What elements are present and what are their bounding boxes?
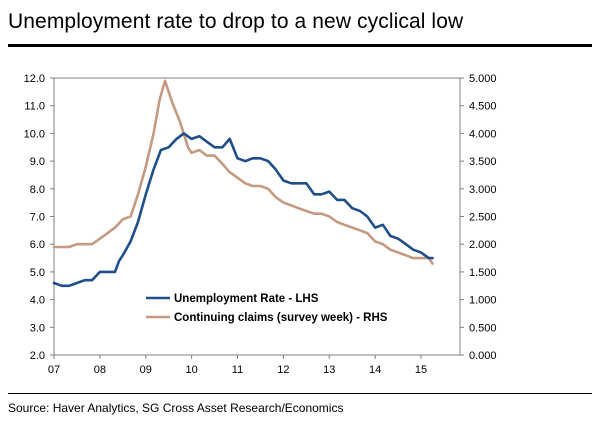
left-tick-label: 9.0 [30,156,45,168]
title-rule [8,44,592,47]
source-rule [8,393,592,394]
x-axis: 07 08 09 10 11 12 13 14 15 [48,355,427,376]
series-line-unemployment-rate [52,132,434,288]
right-tick-label: 1.000 [469,295,497,307]
series-layer [52,79,434,288]
x-tick-label: 15 [415,364,427,376]
right-tick-label: 1.500 [469,267,497,279]
right-axis: 0.000 0.500 1.000 1.500 2.000 2.500 3.000 3.500… [460,73,497,362]
right-tick-label: 0.000 [469,350,497,362]
left-tick-label: 12.0 [24,73,45,85]
chart-title: Unemployment rate to drop to a new cycli… [8,10,464,33]
right-tick-label: 5.000 [469,73,497,85]
left-tick-label: 4.0 [30,295,45,307]
series-line-continuing-claims [52,79,434,265]
legend-label: Continuing claims (survey week) - RHS [174,312,388,324]
left-axis: 2.0 3.0 4.0 5.0 6.0 7.0 8.0 9.0 10.0 11.0 12.0 [24,73,54,362]
right-tick-label: 2.000 [469,239,497,251]
source-note: Source: Haver Analytics, SG Cross Asset … [8,401,344,415]
x-tick-label: 09 [140,364,152,376]
left-tick-label: 6.0 [30,239,45,251]
right-tick-label: 2.500 [469,212,497,224]
left-tick-label: 11.0 [24,101,45,113]
x-tick-label: 08 [94,364,106,376]
x-tick-label: 07 [48,364,60,376]
left-tick-label: 2.0 [30,350,45,362]
right-tick-label: 3.000 [469,184,497,196]
x-tick-label: 13 [323,364,335,376]
left-tick-label: 10.0 [24,128,45,140]
left-tick-label: 5.0 [30,267,45,279]
x-tick-label: 12 [277,364,289,376]
left-tick-label: 3.0 [30,322,45,334]
x-tick-label: 11 [232,364,243,376]
legend-label: Unemployment Rate - LHS [174,293,319,305]
right-tick-label: 4.000 [469,128,497,140]
left-tick-label: 7.0 [30,212,45,224]
left-tick-label: 8.0 [30,184,45,196]
legend: Unemployment Rate - LHS Continuing claims… [146,293,388,324]
right-tick-label: 3.500 [469,156,497,168]
x-tick-label: 14 [369,364,381,376]
x-tick-label: 10 [186,364,198,376]
right-tick-label: 4.500 [469,101,497,113]
right-tick-label: 0.500 [469,322,497,334]
